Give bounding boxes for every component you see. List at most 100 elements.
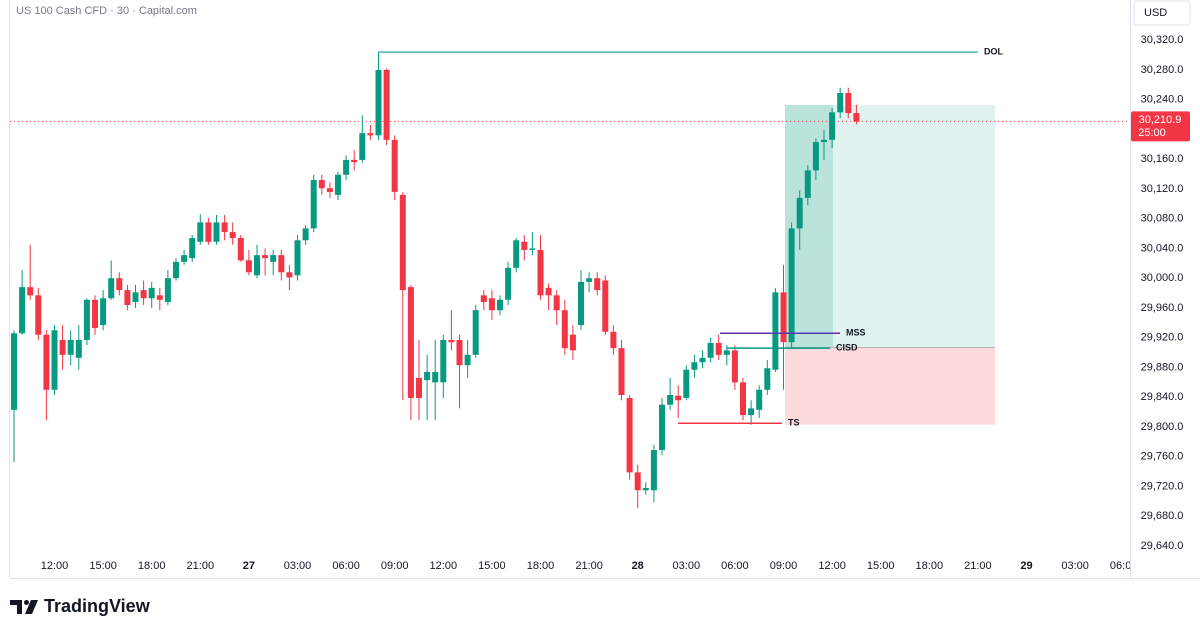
- candle-body: [756, 389, 763, 410]
- candle-body: [812, 142, 819, 171]
- candle-body: [335, 174, 341, 195]
- candle-body: [731, 350, 738, 383]
- brand-name: TradingView: [44, 596, 151, 616]
- candle-body: [140, 290, 147, 299]
- candle-body: [132, 292, 139, 303]
- candle-body: [594, 278, 601, 291]
- candle-body: [723, 350, 730, 355]
- candle-body: [221, 222, 228, 233]
- candle-body: [569, 334, 576, 351]
- candle-body: [27, 287, 34, 296]
- candle-body: [205, 222, 212, 242]
- candle-body: [245, 260, 252, 273]
- candle-body: [407, 287, 414, 398]
- candle-body: [683, 369, 690, 398]
- candle-body: [270, 255, 277, 262]
- x-tick-label: 12:00: [430, 560, 458, 572]
- candle-body: [391, 139, 398, 192]
- candle-body: [707, 342, 714, 358]
- x-tick-label: 09:00: [381, 560, 409, 572]
- level-label: DOL: [984, 46, 1004, 56]
- logo-mark: [25, 600, 38, 614]
- last-price-label: 30,210.9: [1139, 114, 1182, 126]
- profit-zone: [785, 104, 995, 348]
- candle-body: [302, 228, 309, 241]
- candle-body: [197, 222, 204, 242]
- y-tick-label: 30,320.0: [1141, 34, 1184, 46]
- currency-label[interactable]: USD: [1144, 7, 1167, 19]
- candle-body: [497, 299, 503, 311]
- x-tick-label: 18:00: [916, 560, 944, 572]
- candle-body: [537, 249, 544, 296]
- level-label: TS: [788, 418, 800, 428]
- logo-dot: [24, 600, 29, 605]
- candle-body: [67, 339, 74, 355]
- candle-body: [100, 298, 107, 326]
- candle-body: [659, 404, 665, 451]
- candle-body: [254, 255, 260, 276]
- candle-body: [318, 180, 325, 189]
- candle-body: [359, 133, 366, 160]
- y-tick-label: 29,760.0: [1141, 451, 1184, 463]
- candle-body: [764, 368, 771, 390]
- candle-body: [699, 357, 706, 363]
- x-tick-label: 03:00: [673, 560, 701, 572]
- candle-body: [804, 170, 811, 198]
- position: [785, 104, 995, 425]
- y-tick-label: 30,120.0: [1141, 183, 1184, 195]
- last-price-tag: [1131, 111, 1190, 142]
- x-tick-label: 03:00: [284, 560, 312, 572]
- candle-body: [399, 194, 406, 291]
- candle-body: [837, 92, 844, 113]
- candle-body: [464, 354, 471, 366]
- logo-mark: [10, 600, 22, 614]
- candle-body: [480, 295, 487, 303]
- candle-body: [829, 112, 836, 140]
- candle-body: [448, 339, 455, 343]
- candle-body: [35, 295, 42, 335]
- x-tick-label: 29: [1020, 560, 1032, 572]
- candle-body: [578, 281, 584, 326]
- candles: [10, 52, 1130, 509]
- candle-body: [156, 295, 163, 300]
- candle-body: [675, 395, 682, 401]
- candle-body: [83, 299, 90, 340]
- candle-body: [416, 377, 422, 398]
- candle-body: [456, 339, 463, 366]
- x-tick-label: 18:00: [527, 560, 555, 572]
- candle-body: [788, 228, 795, 343]
- x-tick-label: 12:00: [41, 560, 69, 572]
- x-tick-label: 21:00: [187, 560, 215, 572]
- x-tick-label: 12:00: [818, 560, 846, 572]
- candle-body: [642, 487, 649, 491]
- candle-body: [92, 299, 98, 329]
- candle-body: [181, 255, 188, 262]
- candle-body: [11, 333, 17, 410]
- x-tick-label: 27: [243, 560, 255, 572]
- candle-body: [367, 133, 374, 136]
- time-axis: 12:00 15:00 18:00 21:00 27 03:00 06:00 09:00 12:…: [41, 560, 1130, 572]
- candle-body: [75, 339, 82, 358]
- candle-body: [691, 362, 698, 370]
- y-tick-label: 30,080.0: [1141, 213, 1184, 225]
- candle-body: [51, 330, 58, 390]
- x-tick-label: 15:00: [478, 560, 506, 572]
- candle-body: [375, 69, 382, 136]
- candle-body: [310, 180, 317, 229]
- candle-body: [440, 339, 447, 383]
- candle-body: [853, 113, 860, 122]
- candle-body: [278, 255, 285, 273]
- x-tick-label: 15:00: [89, 560, 117, 572]
- candle-body: [19, 287, 26, 334]
- candle-body: [545, 287, 552, 296]
- candle-body: [294, 240, 301, 276]
- y-tick-label: 30,280.0: [1141, 64, 1184, 76]
- currency-button[interactable]: [1133, 0, 1191, 26]
- candle-body: [124, 290, 131, 305]
- price-axis: 29,640.0 29,680.0 29,720.0 29,760.0 29,800.0…: [1141, 34, 1184, 552]
- x-tick-label: 06:00: [721, 560, 749, 572]
- candle-body: [602, 280, 609, 332]
- candle-body: [173, 261, 179, 279]
